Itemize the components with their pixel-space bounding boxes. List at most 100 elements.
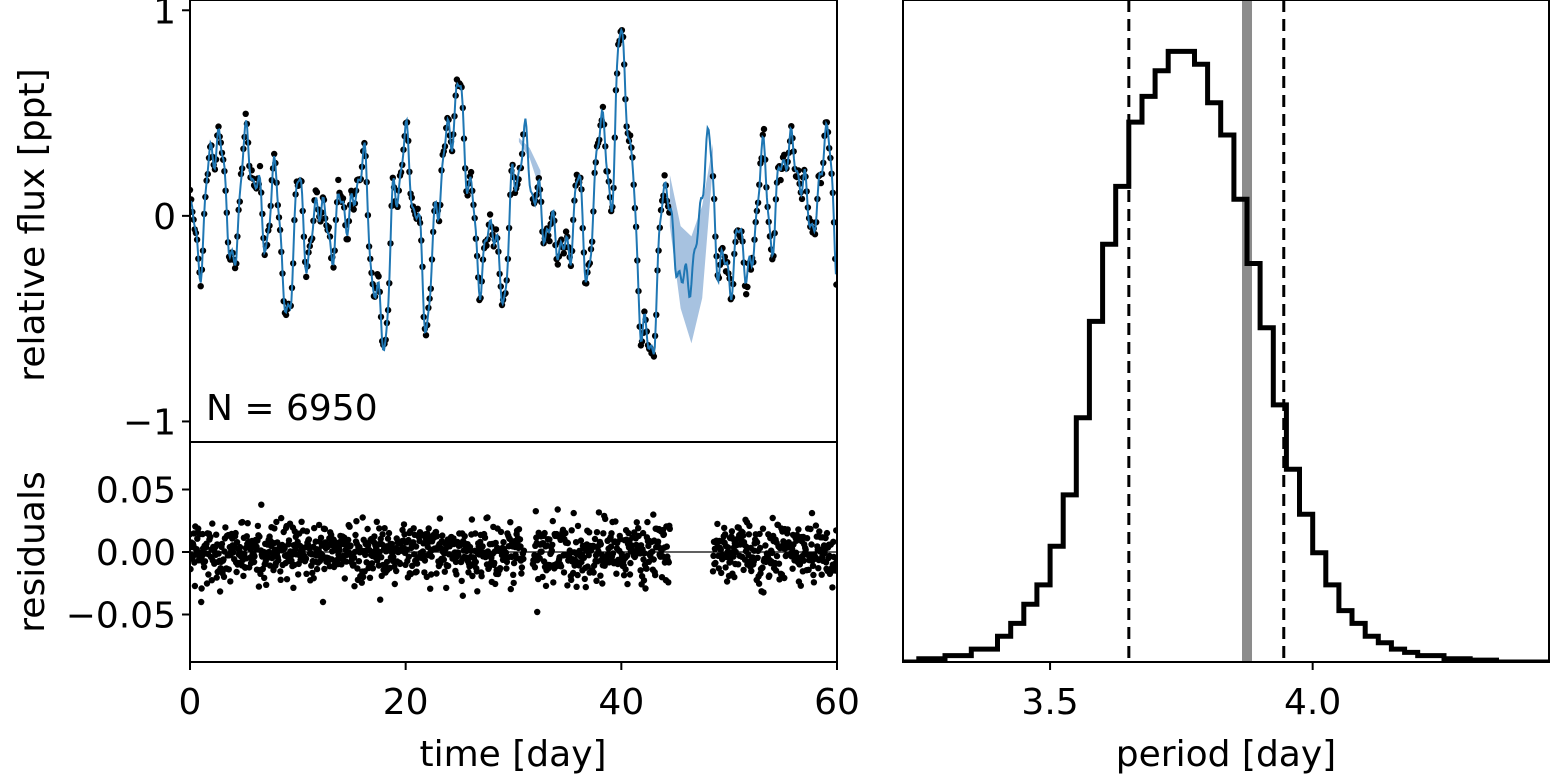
residual-point <box>815 565 822 572</box>
residual-point <box>428 553 435 560</box>
residual-point <box>760 589 767 596</box>
light-curve-point <box>650 353 658 360</box>
residual-point <box>388 540 396 548</box>
residual-point <box>481 534 489 541</box>
residual-point <box>250 558 258 566</box>
residual-point <box>515 526 523 533</box>
residual-outlier <box>534 608 541 616</box>
residual-point <box>586 529 593 536</box>
light-curve-point <box>760 125 768 133</box>
residual-point <box>795 526 802 533</box>
residual-point <box>393 567 400 575</box>
residual-point <box>663 543 670 550</box>
residual-point <box>491 559 498 567</box>
residual-point <box>368 560 376 567</box>
light-curve-point <box>546 237 553 245</box>
residual-point <box>453 571 460 578</box>
residual-point <box>469 572 476 580</box>
residual-point <box>251 553 258 560</box>
light-curve-panel: N = 6950 −1 0 1 relative flux [ppt] <box>12 0 838 443</box>
residual-point <box>612 518 619 525</box>
residual-point <box>230 549 237 556</box>
residual-point <box>830 538 837 545</box>
residual-point <box>822 534 829 542</box>
residuals-frame <box>189 441 838 663</box>
residual-point <box>343 558 350 565</box>
residual-point <box>433 570 440 577</box>
residuals-y-axis-label: residuals <box>12 471 53 632</box>
x-tick-label: 20 <box>383 682 429 723</box>
residual-point <box>376 525 383 532</box>
residual-point <box>317 534 325 541</box>
residual-point <box>502 549 510 556</box>
residual-point <box>203 580 211 587</box>
residual-point <box>584 563 591 570</box>
residual-point <box>731 573 738 581</box>
residual-point <box>359 514 366 521</box>
histogram-frame <box>902 0 1550 663</box>
residual-point <box>205 571 212 578</box>
residual-point <box>303 528 311 535</box>
residual-point <box>631 529 638 536</box>
residual-point <box>721 524 728 532</box>
residual-point <box>722 564 729 571</box>
residual-point <box>755 580 763 587</box>
residual-point <box>410 525 417 532</box>
residual-point <box>548 547 555 554</box>
residual-point <box>740 566 747 574</box>
residual-point <box>220 556 227 563</box>
residual-point <box>590 569 597 576</box>
residual-point <box>625 529 632 537</box>
residual-point <box>531 564 539 571</box>
residual-point <box>812 522 820 529</box>
residual-point <box>503 565 510 572</box>
residual-point <box>407 570 414 578</box>
sample-count-annotation: N = 6950 <box>206 388 378 429</box>
period-x-axis-label: period [day] <box>1116 734 1336 775</box>
residuals-panel: −0.05 0.00 0.05 0 20 40 60 residuals time [da… <box>12 441 860 775</box>
residual-point <box>762 542 769 549</box>
residual-point <box>732 548 739 556</box>
residual-point <box>492 539 499 547</box>
residual-point <box>207 533 214 541</box>
residual-point <box>439 532 446 539</box>
light-curve-point <box>641 308 648 315</box>
residual-point <box>808 509 816 517</box>
residual-point <box>472 558 479 566</box>
residual-point <box>225 566 232 573</box>
residual-point <box>441 568 448 575</box>
light-curve-point <box>467 168 475 176</box>
residual-point <box>665 559 672 566</box>
light-curve-point <box>747 266 755 273</box>
residual-point <box>433 533 441 540</box>
light-curve-point <box>811 231 819 238</box>
light-curve-point <box>743 291 750 298</box>
residual-point <box>633 519 640 526</box>
residual-point <box>793 537 800 544</box>
residual-point <box>492 580 499 588</box>
residual-point <box>354 565 361 572</box>
light-curve-point <box>599 103 607 111</box>
residual-point <box>652 571 659 579</box>
light-curve-point <box>335 176 342 184</box>
residual-point <box>373 518 380 525</box>
x-tick-label: 40 <box>598 682 644 723</box>
residual-point <box>557 563 565 570</box>
residual-point <box>580 554 588 561</box>
y-tick-label: −0.05 <box>66 596 176 637</box>
residual-point <box>244 520 251 527</box>
residual-point <box>443 584 450 592</box>
light-curve-point <box>344 236 351 243</box>
residual-point <box>461 533 468 540</box>
residual-point <box>570 509 577 517</box>
residual-point <box>352 531 359 539</box>
residual-point <box>532 508 539 515</box>
residual-point <box>215 550 222 557</box>
x-tick-label: 4.0 <box>1284 682 1341 723</box>
residual-point <box>351 583 358 590</box>
x-tick-label: 60 <box>814 682 860 723</box>
residual-point <box>217 565 224 572</box>
light-curve-point <box>339 195 347 202</box>
residual-point <box>585 552 592 559</box>
residual-point <box>458 577 465 585</box>
